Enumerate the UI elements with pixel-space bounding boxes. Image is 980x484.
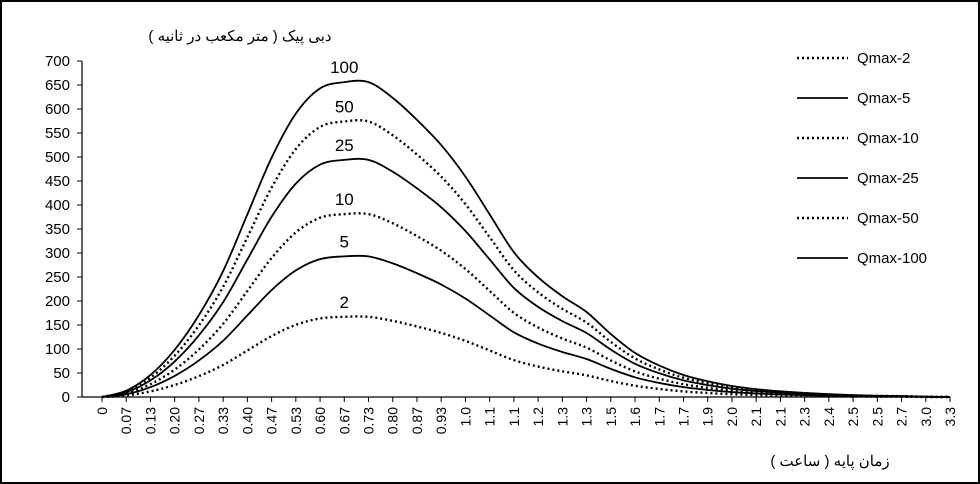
x-tick-label: 0.87	[409, 407, 425, 434]
x-tick-label: 0.47	[264, 407, 280, 434]
x-tick-label: 1.5	[603, 407, 619, 427]
y-tick-label: 50	[53, 365, 70, 382]
x-tick-label: 0.33	[215, 407, 231, 434]
y-axis-title: دبی پیک ( متر مکعب در ثانیه )	[148, 28, 331, 45]
x-tick-label: 0.93	[433, 407, 449, 434]
x-tick-label: 3.3	[942, 407, 958, 427]
y-tick-label: 550	[45, 125, 70, 142]
x-tick-label: 1.7	[651, 407, 667, 427]
x-tick-label: 2.4	[821, 407, 837, 427]
x-tick-label: 1.7	[675, 407, 691, 427]
y-tick-label: 100	[45, 341, 70, 358]
x-tick-label: 1.3	[554, 407, 570, 427]
x-tick-label: 0.07	[118, 407, 134, 434]
y-tick-label: 650	[45, 77, 70, 94]
x-tick-label: 2.7	[894, 407, 910, 427]
x-tick-label: 2.3	[797, 407, 813, 427]
x-tick-label: 2.0	[724, 407, 740, 427]
legend-entry: Qmax-50	[857, 210, 919, 227]
y-tick-label: 300	[45, 245, 70, 262]
series-line-qmax-100	[101, 79, 951, 398]
x-tick-label: 0.13	[142, 407, 158, 434]
return-period-label: 50	[335, 97, 354, 116]
x-tick-label: 1.9	[700, 407, 716, 427]
x-tick-label: 0.73	[361, 407, 377, 434]
x-tick-label: 2.1	[748, 407, 764, 427]
y-tick-label: 150	[45, 317, 70, 334]
y-tick-label: 400	[45, 197, 70, 214]
x-tick-label: 1.1	[482, 407, 498, 427]
legend-entry: Qmax-10	[857, 130, 919, 147]
x-tick-label: 2.1	[772, 407, 788, 427]
return-period-label: 2	[340, 293, 349, 312]
x-tick-label: 2.5	[845, 407, 861, 427]
return-period-label: 10	[335, 190, 354, 209]
y-tick-label: 200	[45, 293, 70, 310]
y-tick-label: 0	[62, 389, 70, 406]
x-tick-label: 0.27	[191, 407, 207, 434]
x-tick-label: 2.5	[869, 407, 885, 427]
return-period-label: 100	[330, 58, 358, 77]
return-period-label: 5	[340, 232, 349, 251]
legend-entry: Qmax-25	[857, 170, 919, 187]
x-tick-label: 0.40	[239, 407, 255, 434]
y-tick-label: 600	[45, 101, 70, 118]
y-tick-label: 250	[45, 269, 70, 286]
x-tick-label: 0.67	[336, 407, 352, 434]
x-tick-label: 1.6	[627, 407, 643, 427]
return-period-label: 25	[335, 136, 354, 155]
y-tick-label: 700	[45, 53, 70, 70]
x-tick-label: 0.80	[385, 407, 401, 434]
x-tick-label: 0.20	[167, 407, 183, 434]
x-tick-label: 0	[94, 407, 110, 415]
legend-entry: Qmax-5	[857, 90, 910, 107]
series-line-qmax-25	[101, 157, 951, 398]
x-tick-label: 1.0	[457, 407, 473, 427]
series-line-qmax-10	[101, 212, 951, 399]
legend-entry: Qmax-100	[857, 250, 927, 267]
y-tick-label: 350	[45, 221, 70, 238]
y-tick-label: 500	[45, 149, 70, 166]
x-tick-label: 1.3	[579, 407, 595, 427]
series-line-qmax-2	[101, 315, 951, 399]
x-tick-label: 0.60	[312, 407, 328, 434]
y-tick-label: 450	[45, 173, 70, 190]
x-tick-label: 1.1	[506, 407, 522, 427]
x-tick-label: 3.0	[918, 407, 934, 427]
x-tick-label: 0.53	[288, 407, 304, 434]
legend-entry: Qmax-2	[857, 50, 910, 67]
x-axis-title: زمان پایه ( ساعت )	[770, 453, 889, 470]
x-tick-label: 1.2	[530, 407, 546, 427]
